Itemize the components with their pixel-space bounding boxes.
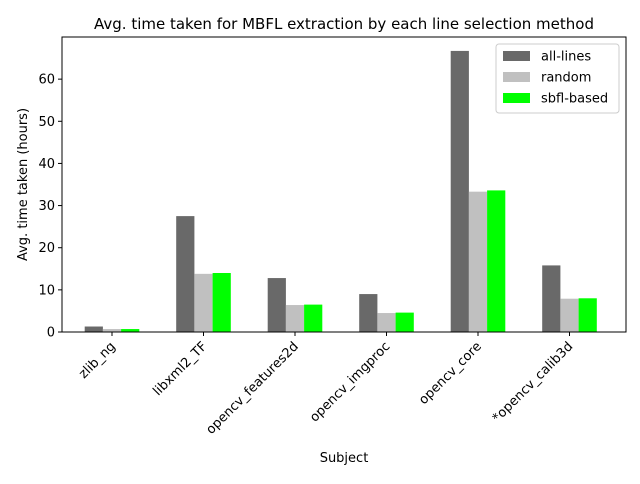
y-axis-label: Avg. time taken (hours) — [16, 108, 31, 261]
y-tick-label: 60 — [38, 73, 55, 88]
bar-all-lines-zlib_ng — [84, 326, 103, 332]
x-tick-label: zlib_ng — [76, 339, 119, 382]
bar-random-opencv_imgproc — [377, 313, 396, 332]
legend-label-all-lines: all-lines — [541, 50, 591, 65]
y-axis: 0 10 20 30 40 50 60 — [38, 73, 62, 341]
bar-sbfl-based-opencv_features2d — [304, 304, 323, 332]
bar-all-lines-opencv_features2d — [267, 278, 286, 332]
bars-layer — [84, 50, 597, 332]
bar-sbfl-based-zlib_ng — [121, 329, 140, 332]
chart-title: Avg. time taken for MBFL extraction by e… — [94, 15, 594, 33]
x-tick-label: libxml2_TF — [150, 339, 210, 399]
bar-sbfl-based-opencv_imgproc — [395, 312, 414, 332]
legend-swatch-all-lines — [503, 51, 530, 61]
bar-random-opencv_features2d — [285, 305, 305, 332]
bar-sbfl-based-*opencv_calib3d — [578, 298, 597, 332]
bar-random-zlib_ng — [102, 329, 122, 332]
y-tick-label: 50 — [38, 115, 55, 130]
bar-random-opencv_core — [468, 191, 488, 332]
y-tick-label: 20 — [38, 241, 55, 256]
plot-area — [61, 36, 627, 333]
bar-all-lines-opencv_core — [450, 50, 469, 332]
bar-random-libxml2_TF — [194, 273, 213, 332]
x-tick-label: opencv_core — [416, 339, 485, 408]
legend-swatch-random — [503, 72, 530, 82]
legend-swatch-sbfl-based — [503, 93, 530, 103]
legend-label-sbfl-based: sbfl-based — [541, 92, 608, 107]
x-axis-label: Subject — [320, 451, 369, 466]
x-tick-label: *opencv_calib3d — [490, 339, 577, 426]
y-tick-label: 40 — [38, 157, 55, 172]
x-tick-label: opencv_features2d — [204, 339, 302, 437]
legend: all-lines random sbfl-based — [495, 43, 620, 114]
y-tick-label: 30 — [38, 199, 55, 214]
bar-sbfl-based-libxml2_TF — [212, 273, 231, 332]
y-tick-label: 0 — [47, 326, 55, 341]
bar-all-lines-libxml2_TF — [176, 216, 195, 332]
bar-all-lines-opencv_imgproc — [359, 294, 378, 332]
bar-random-*opencv_calib3d — [560, 298, 579, 332]
x-tick-label: opencv_imgproc — [307, 339, 393, 425]
legend-label-random: random — [541, 71, 591, 86]
bar-sbfl-based-opencv_core — [487, 190, 506, 332]
bar-all-lines-*opencv_calib3d — [542, 265, 561, 332]
y-tick-label: 10 — [38, 283, 55, 298]
